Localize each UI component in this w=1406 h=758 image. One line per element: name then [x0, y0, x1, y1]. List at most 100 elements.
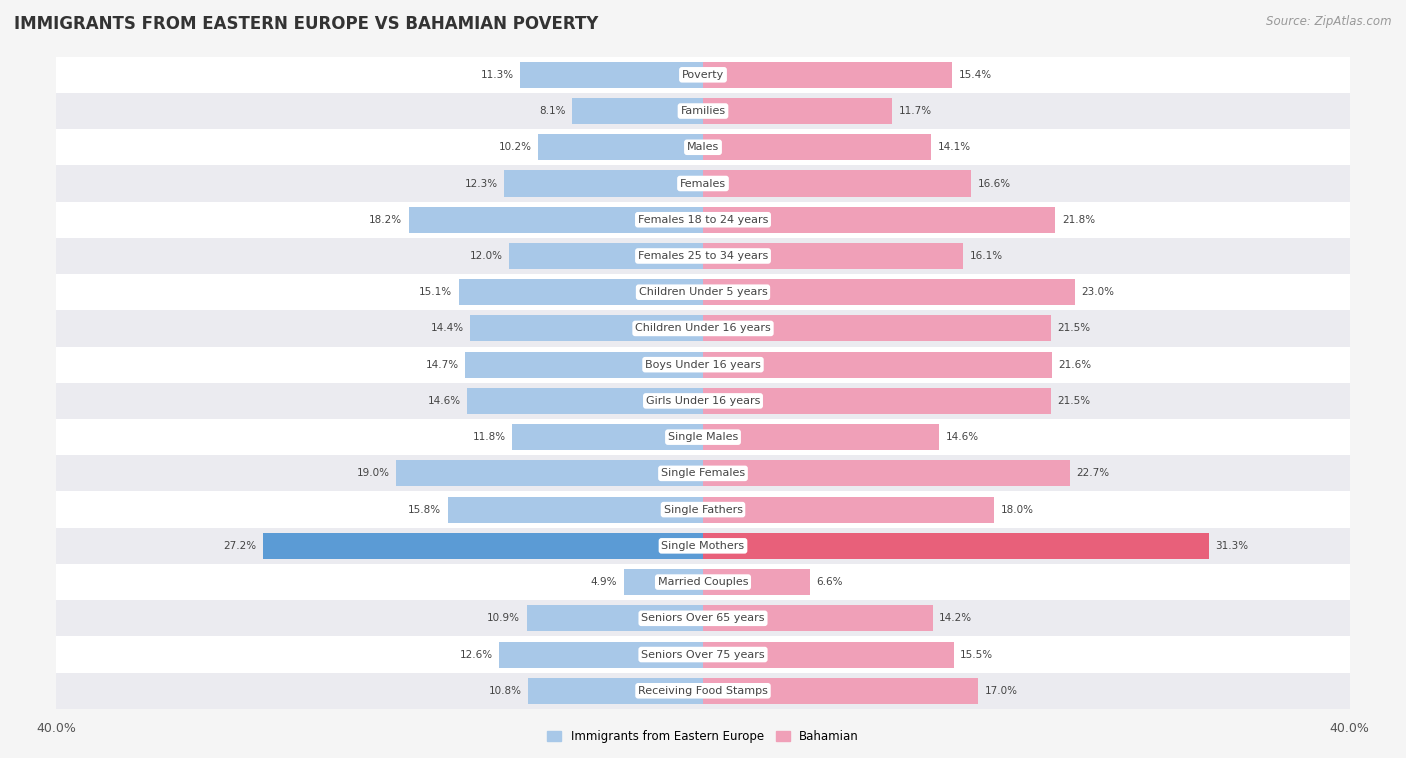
Text: 12.3%: 12.3% — [464, 178, 498, 189]
Text: Children Under 16 years: Children Under 16 years — [636, 324, 770, 334]
Text: 14.6%: 14.6% — [427, 396, 461, 406]
Bar — [396, 460, 703, 487]
Bar — [56, 419, 1350, 456]
Text: Females: Females — [681, 178, 725, 189]
Bar — [703, 533, 1209, 559]
Text: 12.6%: 12.6% — [460, 650, 494, 659]
Bar — [703, 315, 1050, 342]
Text: Receiving Food Stamps: Receiving Food Stamps — [638, 686, 768, 696]
Text: 18.0%: 18.0% — [1001, 505, 1033, 515]
Text: 19.0%: 19.0% — [356, 468, 389, 478]
Bar — [703, 61, 952, 88]
Bar — [512, 424, 703, 450]
Text: 15.4%: 15.4% — [959, 70, 991, 80]
Bar — [703, 207, 1056, 233]
Bar — [56, 310, 1350, 346]
Bar — [56, 383, 1350, 419]
Bar — [572, 98, 703, 124]
Bar — [520, 61, 703, 88]
Text: 10.8%: 10.8% — [489, 686, 522, 696]
Text: 14.2%: 14.2% — [939, 613, 972, 623]
Text: 21.5%: 21.5% — [1057, 396, 1090, 406]
Text: 21.8%: 21.8% — [1062, 215, 1095, 224]
Text: 18.2%: 18.2% — [370, 215, 402, 224]
Bar — [263, 533, 703, 559]
Bar — [703, 243, 963, 269]
Text: Boys Under 16 years: Boys Under 16 years — [645, 360, 761, 370]
Bar — [465, 352, 703, 377]
Text: 4.9%: 4.9% — [591, 577, 617, 587]
Text: Single Mothers: Single Mothers — [661, 541, 745, 551]
Text: Poverty: Poverty — [682, 70, 724, 80]
Bar — [56, 57, 1350, 93]
Bar — [56, 238, 1350, 274]
Text: 14.1%: 14.1% — [938, 143, 970, 152]
Bar — [56, 202, 1350, 238]
Bar — [56, 165, 1350, 202]
Bar — [703, 279, 1074, 305]
Legend: Immigrants from Eastern Europe, Bahamian: Immigrants from Eastern Europe, Bahamian — [547, 730, 859, 743]
Bar — [56, 456, 1350, 491]
Text: 21.5%: 21.5% — [1057, 324, 1090, 334]
Bar — [56, 274, 1350, 310]
Bar — [538, 134, 703, 160]
Text: 10.9%: 10.9% — [488, 613, 520, 623]
Bar — [703, 424, 939, 450]
Bar — [703, 496, 994, 523]
Bar — [447, 496, 703, 523]
Text: Males: Males — [688, 143, 718, 152]
Text: 22.7%: 22.7% — [1077, 468, 1109, 478]
Text: 15.5%: 15.5% — [960, 650, 993, 659]
Text: Source: ZipAtlas.com: Source: ZipAtlas.com — [1267, 15, 1392, 28]
Text: 23.0%: 23.0% — [1081, 287, 1115, 297]
Text: 14.4%: 14.4% — [430, 324, 464, 334]
Bar — [56, 129, 1350, 165]
Text: Girls Under 16 years: Girls Under 16 years — [645, 396, 761, 406]
Text: 10.2%: 10.2% — [499, 143, 531, 152]
Text: IMMIGRANTS FROM EASTERN EUROPE VS BAHAMIAN POVERTY: IMMIGRANTS FROM EASTERN EUROPE VS BAHAMI… — [14, 15, 599, 33]
Bar — [703, 460, 1070, 487]
Text: 14.6%: 14.6% — [945, 432, 979, 442]
Bar — [56, 672, 1350, 709]
Text: 27.2%: 27.2% — [224, 541, 257, 551]
Text: 8.1%: 8.1% — [538, 106, 565, 116]
Bar — [529, 678, 703, 704]
Bar — [499, 641, 703, 668]
Bar — [505, 171, 703, 196]
Text: 21.6%: 21.6% — [1059, 360, 1092, 370]
Bar — [703, 134, 931, 160]
Text: Females 25 to 34 years: Females 25 to 34 years — [638, 251, 768, 261]
Text: Single Fathers: Single Fathers — [664, 505, 742, 515]
Text: 11.3%: 11.3% — [481, 70, 513, 80]
Text: 16.1%: 16.1% — [970, 251, 1002, 261]
Bar — [56, 93, 1350, 129]
Bar — [458, 279, 703, 305]
Bar — [527, 606, 703, 631]
Bar — [703, 388, 1050, 414]
Bar — [56, 637, 1350, 672]
Bar — [467, 388, 703, 414]
Bar — [703, 569, 810, 595]
Bar — [56, 491, 1350, 528]
Bar — [470, 315, 703, 342]
Bar — [509, 243, 703, 269]
Text: Children Under 5 years: Children Under 5 years — [638, 287, 768, 297]
Bar — [703, 678, 979, 704]
Text: 6.6%: 6.6% — [815, 577, 842, 587]
Bar — [703, 606, 932, 631]
Text: Families: Families — [681, 106, 725, 116]
Text: 16.6%: 16.6% — [979, 178, 1011, 189]
Text: 17.0%: 17.0% — [984, 686, 1018, 696]
Bar — [56, 346, 1350, 383]
Text: 11.8%: 11.8% — [472, 432, 506, 442]
Text: 31.3%: 31.3% — [1216, 541, 1249, 551]
Text: Single Females: Single Females — [661, 468, 745, 478]
Text: Seniors Over 65 years: Seniors Over 65 years — [641, 613, 765, 623]
Text: 11.7%: 11.7% — [898, 106, 932, 116]
Bar — [409, 207, 703, 233]
Text: Single Males: Single Males — [668, 432, 738, 442]
Bar — [56, 564, 1350, 600]
Bar — [703, 98, 893, 124]
Text: Married Couples: Married Couples — [658, 577, 748, 587]
Bar — [703, 171, 972, 196]
